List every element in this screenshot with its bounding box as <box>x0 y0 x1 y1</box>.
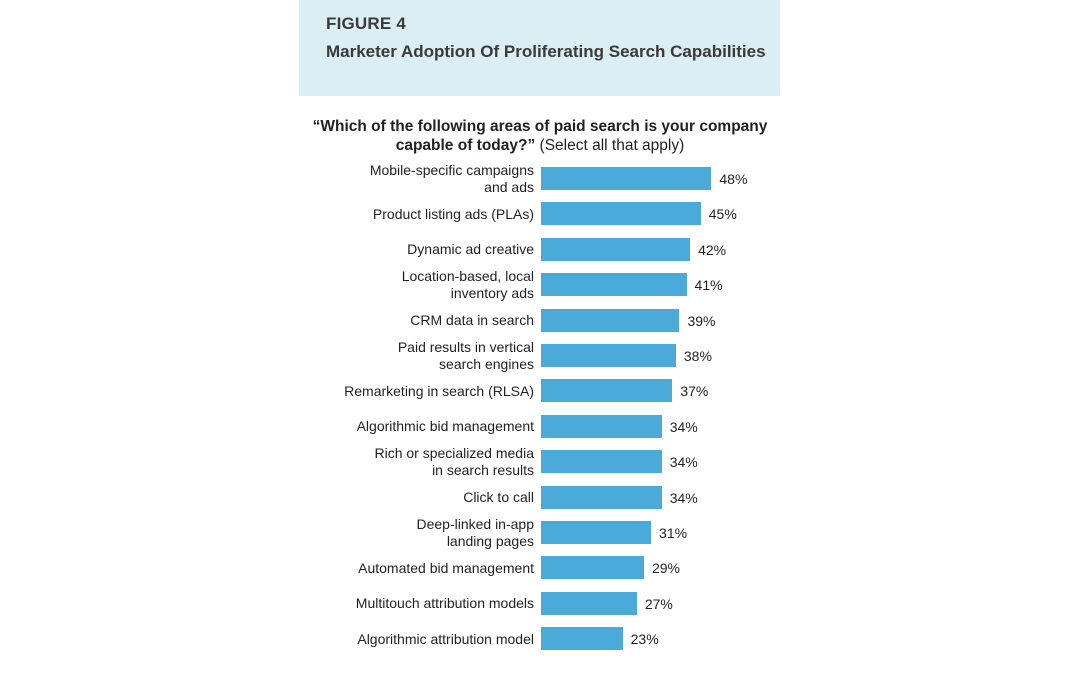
chart-row: Paid results in vertical search engines 38… <box>0 338 1080 374</box>
chart-row: Algorithmic attribution model 23% <box>0 621 1080 657</box>
figure-title: Marketer Adoption Of Proliferating Searc… <box>326 42 766 61</box>
category-label: Deep-linked in-app landing pages <box>416 516 534 549</box>
survey-question: “Which of the following areas of paid se… <box>300 117 780 155</box>
bar <box>541 202 701 226</box>
bar <box>541 591 637 615</box>
bar <box>541 414 662 438</box>
bar <box>541 450 662 474</box>
chart-row: Product listing ads (PLAs) 45% <box>0 196 1080 232</box>
chart-row: Rich or specialized media in search resul… <box>0 444 1080 480</box>
chart-row: Location-based, local inventory ads 41% <box>0 267 1080 303</box>
value-label: 45% <box>708 206 737 223</box>
category-label: Location-based, local inventory ads <box>401 268 534 302</box>
chart-row: Remarketing in search (RLSA) 37% <box>0 373 1080 409</box>
category-label: Remarketing in search (RLSA) <box>344 382 534 399</box>
bar <box>541 627 623 651</box>
bar <box>541 556 644 580</box>
category-label: Multitouch attribution models <box>355 595 534 612</box>
chart-row: Algorithmic bid management 34% <box>0 409 1080 445</box>
value-label: 34% <box>669 418 698 435</box>
value-label: 48% <box>719 171 748 187</box>
chart-row: CRM data in search 39% <box>0 303 1080 339</box>
value-label: 38% <box>683 348 712 364</box>
chart-row: Multitouch attribution models 27% <box>0 586 1080 622</box>
category-label: Mobile-specific campaigns and ads <box>369 162 534 195</box>
value-label: 41% <box>694 277 723 294</box>
chart-row: Automated bid management 29% <box>0 550 1080 586</box>
value-label: 31% <box>659 525 688 541</box>
category-label: Paid results in vertical search engines <box>397 339 534 372</box>
category-label: Rich or specialized media in search resul… <box>374 445 534 479</box>
chart-row: Deep-linked in-app landing pages 31% <box>0 515 1080 551</box>
bar <box>541 344 676 367</box>
bar <box>541 379 673 403</box>
value-label: 29% <box>651 560 680 577</box>
bar <box>541 167 712 190</box>
value-label: 37% <box>680 383 709 400</box>
figure-header: FIGURE 4 Marketer Adoption Of Proliferat… <box>299 0 780 96</box>
bar <box>541 273 687 297</box>
value-label: 42% <box>698 241 727 258</box>
category-label: CRM data in search <box>410 312 534 329</box>
category-label: Algorithmic bid management <box>356 418 534 435</box>
question-note: (Select all that apply) <box>535 137 685 154</box>
category-label: Algorithmic attribution model <box>357 630 534 647</box>
category-label: Dynamic ad creative <box>407 241 534 258</box>
bar <box>541 308 680 332</box>
value-label: 34% <box>669 489 698 506</box>
value-label: 34% <box>669 454 698 471</box>
bar <box>541 237 691 261</box>
value-label: 39% <box>687 312 716 329</box>
category-label: Product listing ads (PLAs) <box>372 205 534 222</box>
chart-row: Mobile-specific campaigns and ads 48% <box>0 161 1080 197</box>
chart-row: Dynamic ad creative 42% <box>0 232 1080 268</box>
bar <box>541 485 662 509</box>
category-label: Click to call <box>463 489 534 506</box>
value-label: 27% <box>644 595 673 612</box>
question-text: “Which of the following areas of paid se… <box>312 118 768 154</box>
figure-label: FIGURE 4 <box>326 14 407 33</box>
value-label: 23% <box>630 631 659 648</box>
category-label: Automated bid management <box>358 559 534 576</box>
chart-row: Click to call 34% <box>0 480 1080 516</box>
bar <box>541 521 652 544</box>
